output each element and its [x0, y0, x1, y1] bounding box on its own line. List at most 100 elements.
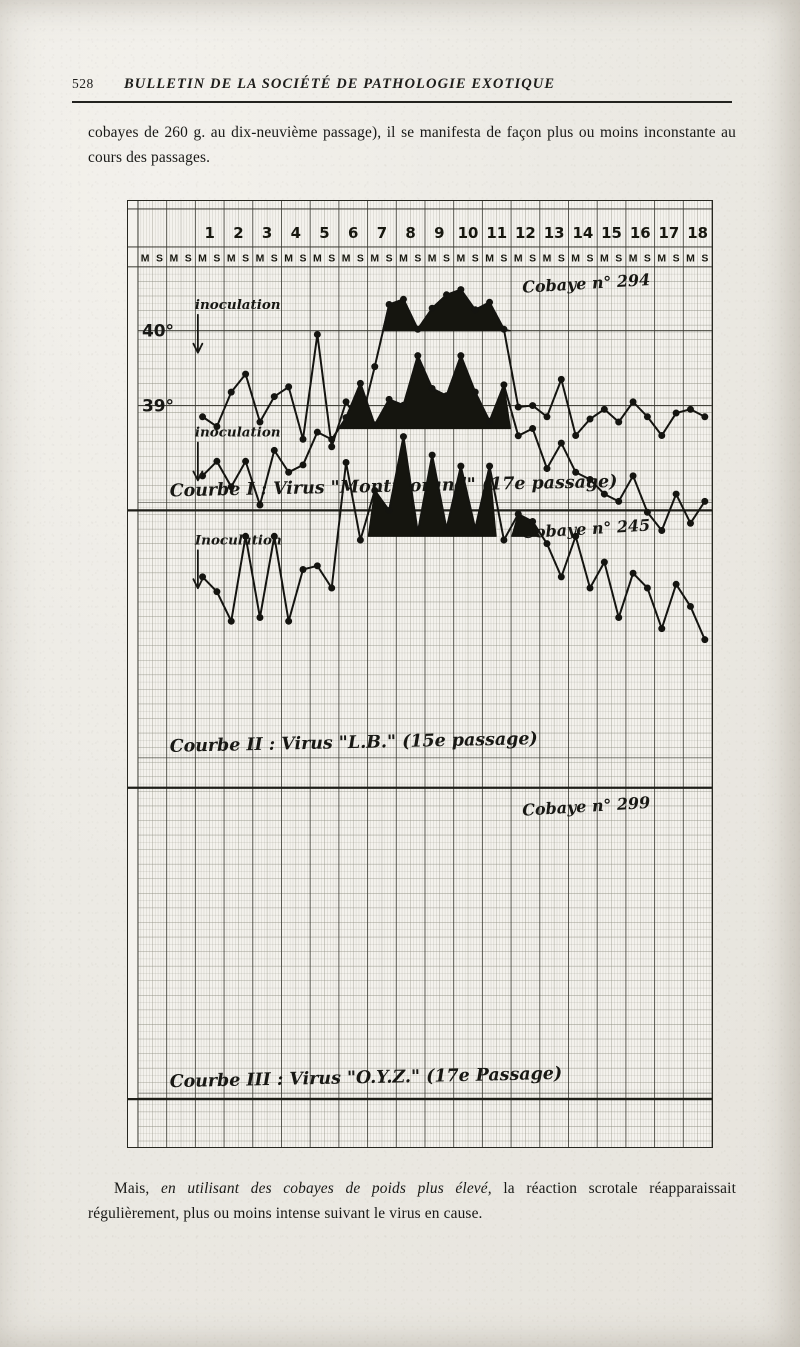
day-number: 18: [687, 224, 708, 242]
data-point: [486, 417, 494, 425]
data-point: [557, 375, 565, 383]
inoculation-arrow-icon: [192, 441, 204, 482]
data-point: [399, 433, 407, 441]
graph-paper-grid: [128, 201, 712, 1147]
data-point: [643, 413, 651, 421]
subject-label: Cobaye n° 245: [522, 515, 651, 542]
data-point: [514, 432, 522, 440]
header-rule: [72, 101, 732, 104]
time-of-day-label: S: [271, 253, 278, 264]
time-of-day-label: M: [456, 253, 465, 264]
time-of-day-label: M: [169, 253, 178, 264]
day-number: 17: [659, 224, 680, 242]
data-point: [399, 401, 407, 409]
chart-panel: Cobaye n° 245 inoculation Courbe II : Viru…: [170, 352, 709, 757]
data-point: [443, 525, 450, 533]
data-point: [629, 472, 637, 480]
data-point: [543, 413, 551, 421]
page-folio: 528: [72, 76, 94, 91]
day-number: 5: [319, 224, 329, 242]
inoculation-arrow-icon: [192, 313, 204, 354]
data-point: [529, 402, 537, 410]
data-point: [514, 510, 522, 518]
time-of-day-label: S: [472, 253, 479, 264]
time-of-day-label: S: [443, 253, 450, 264]
data-point: [658, 432, 666, 439]
data-point: [600, 558, 608, 566]
data-point: [328, 584, 336, 592]
data-point: [256, 614, 264, 622]
data-point: [471, 306, 479, 314]
running-head: 528 BULLETIN DE LA SOCIÉTÉ DE PATHOLOGIE…: [72, 76, 732, 93]
day-number: 2: [233, 224, 243, 242]
day-number: 12: [515, 224, 536, 242]
day-number: 14: [572, 224, 593, 242]
data-point: [256, 418, 264, 426]
data-point: [414, 325, 422, 333]
data-point: [672, 409, 680, 417]
time-of-day-label: S: [529, 253, 536, 264]
y-axis-tick-label: 40°: [142, 321, 174, 341]
data-point: [385, 301, 393, 309]
inoculation-annotation: inoculation: [195, 424, 281, 440]
time-of-day-label: M: [686, 253, 695, 264]
data-point: [586, 476, 594, 484]
time-of-day-label: S: [414, 253, 421, 264]
time-of-day-label: M: [600, 253, 609, 264]
paragraph-bottom-rest: la réaction scrotale réapparaissait régu…: [88, 1180, 737, 1222]
data-point: [299, 461, 307, 469]
day-number: 4: [291, 224, 301, 242]
data-point: [572, 532, 580, 540]
data-point: [428, 451, 436, 459]
paragraph-top: cobayes de 260 g. au dix-neuvième passag…: [88, 124, 736, 166]
chart-caption: Courbe II : Virus "L.B." (15e passage): [170, 729, 538, 757]
data-point: [543, 540, 551, 548]
time-of-day-label: S: [357, 253, 364, 264]
time-of-day-label: S: [673, 253, 680, 264]
data-point: [313, 562, 321, 570]
fever-fill-area: [338, 355, 511, 430]
data-point: [227, 617, 235, 625]
data-point: [658, 527, 666, 534]
inoculation-annotation: inoculation: [195, 297, 281, 313]
data-point: [486, 298, 494, 306]
time-of-day-label: M: [399, 253, 408, 264]
day-number: 9: [434, 224, 444, 242]
temperature-curve: [201, 435, 706, 641]
data-point: [356, 536, 364, 544]
data-point: [686, 519, 694, 527]
data-point: [658, 625, 666, 633]
data-point: [457, 352, 465, 360]
day-number: 13: [544, 224, 565, 242]
data-point: [615, 497, 623, 505]
data-point: [543, 465, 551, 473]
time-of-day-label: M: [256, 253, 265, 264]
time-of-day-label: S: [587, 253, 594, 264]
data-point: [299, 566, 307, 574]
data-point: [615, 614, 623, 622]
data-point: [701, 636, 709, 644]
data-point: [500, 381, 508, 389]
data-point: [615, 418, 623, 426]
data-point: [285, 617, 293, 625]
time-of-day-label: M: [342, 253, 351, 264]
day-number: 7: [377, 224, 387, 242]
day-number: 16: [630, 224, 651, 242]
time-of-day-label: M: [428, 253, 437, 264]
data-point: [471, 388, 479, 396]
subject-label: Cobaye n° 294: [522, 270, 651, 297]
figure-temperature-curves: 1 2 3 4 5 6 7 8 9 10 11 12 13 14 15 16 17 18 M S M S M S M S M S M S M…: [127, 200, 713, 1148]
data-point: [356, 379, 364, 387]
time-of-day-label: M: [543, 253, 552, 264]
inoculation-annotation: Inoculation: [194, 532, 282, 548]
data-point: [428, 304, 436, 312]
time-of-day-label: S: [156, 253, 163, 264]
time-of-day-label: M: [284, 253, 293, 264]
time-of-day-label: M: [629, 253, 638, 264]
data-point: [457, 286, 465, 294]
data-point: [557, 573, 565, 581]
data-point: [285, 383, 293, 391]
data-point: [500, 536, 508, 544]
day-number: 1: [205, 224, 215, 242]
